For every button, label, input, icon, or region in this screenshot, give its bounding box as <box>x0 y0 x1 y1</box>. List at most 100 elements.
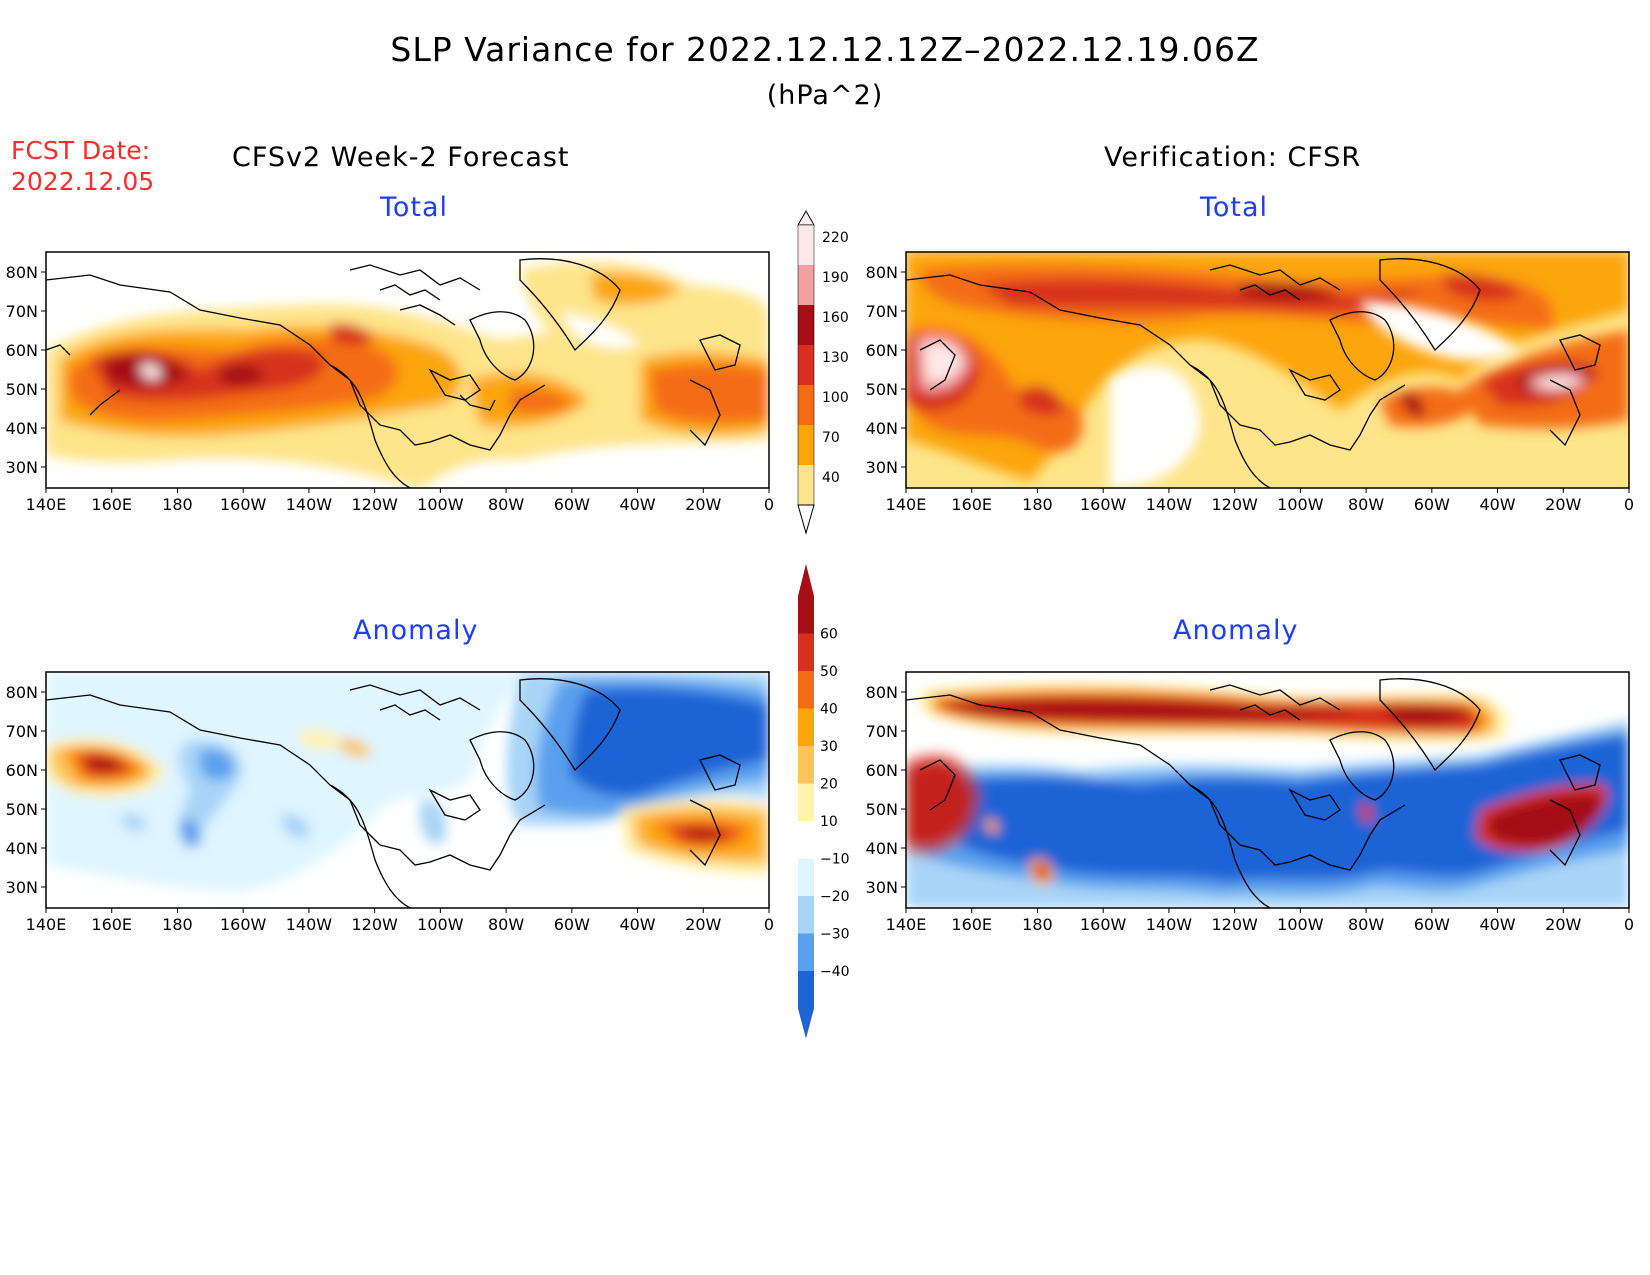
lon-label-80w: 80W <box>1348 495 1384 514</box>
lat-label-70n: 70N <box>6 722 38 741</box>
colorbar-total-swatch <box>798 305 814 345</box>
lon-label-140w: 140W <box>1146 915 1193 934</box>
lat-label-70n: 70N <box>866 722 898 741</box>
colorbar-total-swatch <box>798 345 814 385</box>
lon-label-140w: 140W <box>1146 495 1193 514</box>
lon-label-100w: 100W <box>417 915 464 934</box>
colorbar-anomaly-bottom-arrow <box>798 1008 814 1039</box>
lat-label-60n: 60N <box>866 761 898 780</box>
lat-label-50n: 50N <box>6 800 38 819</box>
fcst-date-label: FCST Date: <box>11 136 151 165</box>
colorbar-anomaly-tick: 40 <box>820 702 838 718</box>
lat-label-40n: 40N <box>6 839 38 858</box>
colorbar-anomaly-tick: 60 <box>820 627 838 643</box>
lon-label-120w: 120W <box>1211 915 1258 934</box>
lon-label-180: 180 <box>1022 915 1053 934</box>
colorbar-anomaly-top-arrow <box>798 564 814 596</box>
lon-label-0: 0 <box>764 915 774 934</box>
lon-label-20w: 20W <box>1545 915 1581 934</box>
lat-label-40n: 40N <box>866 839 898 858</box>
colorbar-anomaly-tick: 50 <box>820 664 838 680</box>
map-verification-total: 80N 70N 60N 50N 40N 30N 140E 160E 180 160W 140W 120… <box>866 251 1634 514</box>
colorbar-anomaly-swatch <box>798 971 814 1009</box>
lat-label-40n: 40N <box>6 419 38 438</box>
colorbar-total-tick: 100 <box>822 390 849 406</box>
lat-label-60n: 60N <box>6 341 38 360</box>
lon-label-40w: 40W <box>619 495 655 514</box>
lat-label-80n: 80N <box>866 263 898 282</box>
lon-label-60w: 60W <box>1414 495 1450 514</box>
right-subtitle: Verification: CFSR <box>1104 142 1362 173</box>
map-verification-anomaly: 80N 70N 60N 50N 40N 30N 140E 160E 180 160W 140W 120… <box>866 671 1634 934</box>
lon-label-180: 180 <box>1022 495 1053 514</box>
lon-label-20w: 20W <box>1545 495 1581 514</box>
lon-label-80w: 80W <box>488 495 524 514</box>
lat-label-40n: 40N <box>866 419 898 438</box>
colorbar-anomaly-tick: 20 <box>820 777 838 793</box>
lon-label-140w: 140W <box>286 915 333 934</box>
colorbar-total-tick: 190 <box>822 270 849 286</box>
colorbar-anomaly-tick: 30 <box>820 739 838 755</box>
lon-label-40w: 40W <box>1479 915 1515 934</box>
lon-label-0: 0 <box>764 495 774 514</box>
lat-label-80n: 80N <box>6 263 38 282</box>
lat-label-60n: 60N <box>6 761 38 780</box>
lon-label-160e: 160E <box>91 915 132 934</box>
lon-label-180: 180 <box>162 495 193 514</box>
colorbar-total: 220 190 160 130 100 70 40 <box>797 209 849 535</box>
lon-label-140w: 140W <box>286 495 333 514</box>
colorbar-anomaly-tick: −10 <box>820 852 850 868</box>
lat-label-30n: 30N <box>866 458 898 477</box>
lon-label-140e: 140E <box>26 495 67 514</box>
colorbar-anomaly-swatch <box>798 896 814 934</box>
colorbar-anomaly-swatch <box>798 671 814 709</box>
colorbar-total-tick: 160 <box>822 310 849 326</box>
lon-label-160e: 160E <box>951 915 992 934</box>
colorbar-total-tick: 220 <box>822 230 849 246</box>
colorbar-total-tick: 70 <box>822 430 840 446</box>
lon-label-120w: 120W <box>1211 495 1258 514</box>
lat-label-70n: 70N <box>866 302 898 321</box>
colorbar-anomaly-swatch <box>798 858 814 896</box>
lon-label-120w: 120W <box>351 915 398 934</box>
lon-label-160w: 160W <box>1080 915 1127 934</box>
lat-label-70n: 70N <box>6 302 38 321</box>
lat-label-60n: 60N <box>866 341 898 360</box>
lon-label-20w: 20W <box>685 915 721 934</box>
lat-label-50n: 50N <box>866 800 898 819</box>
colorbar-anomaly-swatch <box>798 708 814 746</box>
colorbar-anomaly-swatch <box>798 746 814 784</box>
units-label: (hPa^2) <box>766 80 884 111</box>
lon-label-40w: 40W <box>619 915 655 934</box>
panel-label-tl: Total <box>380 192 449 223</box>
colorbar-anomaly-swatch <box>798 933 814 971</box>
lon-label-140e: 140E <box>26 915 67 934</box>
lon-label-60w: 60W <box>554 495 590 514</box>
panel-label-br: Anomaly <box>1173 615 1299 646</box>
lon-label-100w: 100W <box>1277 915 1324 934</box>
lon-label-180: 180 <box>162 915 193 934</box>
panel-label-tr: Total <box>1200 192 1269 223</box>
lon-label-160e: 160E <box>91 495 132 514</box>
colorbar-anomaly-swatch <box>798 821 814 859</box>
panel-label-bl: Anomaly <box>353 615 479 646</box>
colorbar-total-swatch <box>798 265 814 305</box>
colorbar-anomaly: 60 50 40 30 20 10 −10 −20 −30 −40 <box>798 564 850 1039</box>
lon-label-80w: 80W <box>488 915 524 934</box>
colorbar-total-tick: 40 <box>822 470 840 486</box>
lon-label-120w: 120W <box>351 495 398 514</box>
map-forecast-total: 80N 70N 60N 50N 40N 30N 140E 160E 180 160W 140W 120… <box>6 251 774 514</box>
colorbar-total-tick: 130 <box>822 350 849 366</box>
colorbar-anomaly-tick: −40 <box>820 964 850 980</box>
colorbar-anomaly-swatch <box>798 783 814 821</box>
figure-title: SLP Variance for 2022.12.12.12Z–2022.12.… <box>390 30 1260 69</box>
fcst-date-value: 2022.12.05 <box>11 167 155 196</box>
colorbar-anomaly-swatch <box>798 596 814 634</box>
lon-label-160w: 160W <box>220 495 267 514</box>
colorbar-anomaly-swatch <box>798 633 814 671</box>
lat-label-80n: 80N <box>866 683 898 702</box>
lon-label-0: 0 <box>1624 495 1634 514</box>
colorbar-total-top-arrow <box>797 209 815 226</box>
lat-label-30n: 30N <box>6 458 38 477</box>
colorbar-anomaly-tick: −30 <box>820 927 850 943</box>
